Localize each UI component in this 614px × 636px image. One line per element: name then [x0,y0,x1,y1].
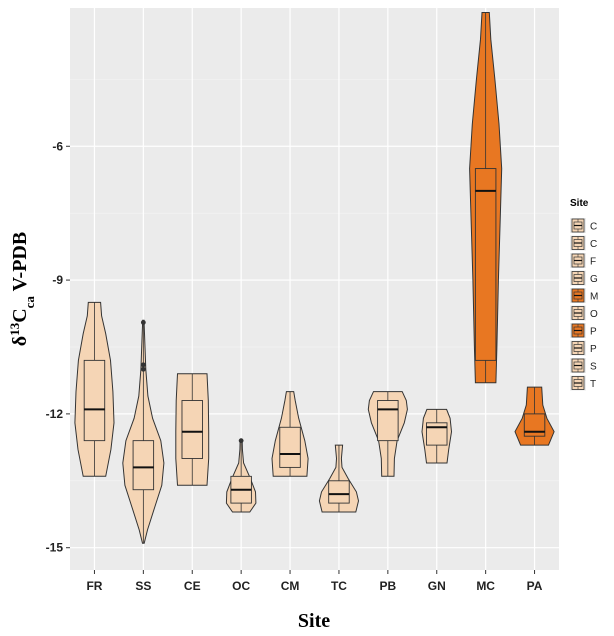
violin-fr [74,301,115,477]
legend-item: P [570,323,597,338]
x-tick-label: PA [527,579,543,593]
y-tick-label: -15 [46,541,64,555]
legend-label: C [590,222,597,233]
x-tick-label: CM [281,579,300,593]
violin-oc [225,438,257,513]
violin-tc [318,444,360,513]
x-tick-label: TC [331,579,347,593]
iqr-box [83,359,106,442]
legend-item: C [570,218,597,233]
y-axis-ticks: -6 -9 -12 -15 [46,139,70,555]
x-tick-label: MC [476,579,495,593]
x-axis-ticks: FR SS CE OC CM TC PB GN MC PA [86,570,543,593]
legend-item: O [570,305,598,321]
x-tick-label: FR [86,579,102,593]
legend-label: S [590,362,597,373]
violins [74,12,555,544]
violin-pa [514,386,555,446]
x-tick-label: CE [184,579,201,593]
iqr-box [426,422,448,446]
x-tick-label: OC [232,579,250,593]
outlier-point [140,366,146,372]
iqr-box [523,413,546,437]
iqr-box [132,440,155,491]
legend-label: G [590,274,598,285]
violin-mc [469,12,503,384]
legend-item: G [570,270,598,286]
outlier-point [140,320,146,325]
legend-label: P [590,344,597,355]
outlier-point [238,438,244,444]
iqr-box [474,168,497,361]
violin-pb [367,391,408,477]
violin-cm [271,391,309,477]
legend-title: Site [570,198,589,209]
iqr-box [328,480,350,504]
iqr-box [181,400,203,459]
legend-label: T [590,379,596,390]
x-tick-label: PB [380,579,397,593]
violin-ce [175,373,210,486]
outlier-point [140,362,146,368]
legend-item: P [570,340,597,356]
iqr-box [377,400,399,442]
y-tick-label: -9 [52,273,63,287]
legend-item: M [570,288,598,303]
legend-item: T [570,375,596,391]
iqr-box [279,426,301,468]
violin-ss [122,319,165,544]
legend-label: C [590,239,597,250]
legend-item: C [570,235,597,251]
violin-gn [421,408,453,464]
y-axis-title: δ13Cca V-PDB [7,232,37,346]
legend-label: O [590,309,598,320]
legend-item: F [570,253,596,268]
y-tick-label: -12 [46,407,64,421]
legend-label: M [590,292,598,303]
x-tick-label: SS [135,579,151,593]
legend-label: P [590,327,597,338]
x-axis-title: Site [298,610,330,632]
y-tick-label: -6 [52,139,63,153]
legend-item: S [570,358,597,373]
legend-label: F [590,257,596,268]
x-tick-label: GN [428,579,446,593]
